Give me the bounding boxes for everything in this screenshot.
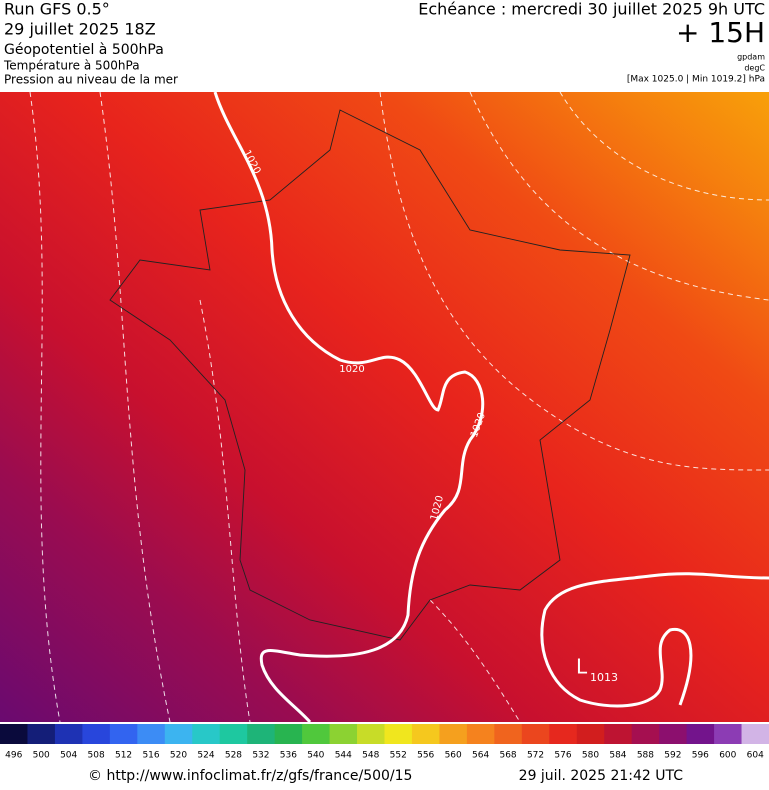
temperature-field <box>0 92 769 722</box>
colorbar-swatch <box>494 724 523 744</box>
layer-subtitle: Température à 500hPa <box>3 59 140 73</box>
colorbar-label: 580 <box>582 751 599 761</box>
colorbar-label: 512 <box>115 751 132 761</box>
colorbar-swatch <box>302 724 331 744</box>
colorbar-swatch <box>82 724 111 744</box>
colorbar-swatch <box>659 724 688 744</box>
low-symbol: L <box>576 655 588 679</box>
run-title: Run GFS 0.5° <box>4 0 110 19</box>
timestamp: 29 juil. 2025 21:42 UTC <box>519 768 684 784</box>
unit: gpdam <box>737 53 765 62</box>
unit: degC <box>744 64 765 73</box>
colorbar-label: 584 <box>609 751 626 761</box>
colorbar-swatch <box>164 724 193 744</box>
colorbar-swatch <box>714 724 743 744</box>
layer-title: Géopotentiel à 500hPa <box>4 42 164 58</box>
colorbar-swatch <box>357 724 385 744</box>
source-url: © http://www.infoclimat.fr/z/gfs/france/… <box>88 768 412 784</box>
layer-subtitle: Pression au niveau de la mer <box>4 73 178 87</box>
colorbar-label: 564 <box>472 751 489 761</box>
colorbar-swatch <box>192 724 221 744</box>
colorbar-label: 500 <box>33 751 50 761</box>
colorbar-label: 536 <box>280 751 297 761</box>
colorbar-label: 560 <box>445 751 462 761</box>
colorbar-label: 524 <box>197 751 214 761</box>
colorbar-swatch <box>631 724 660 744</box>
colorbar-label: 552 <box>390 751 407 761</box>
colorbar-swatch <box>521 724 550 744</box>
colorbar-swatch <box>576 724 605 744</box>
colorbar-swatch <box>137 724 166 744</box>
colorbar-swatch <box>439 724 468 744</box>
colorbar-swatch <box>686 724 715 744</box>
low-value: 1013 <box>590 671 618 684</box>
colorbar-swatch <box>384 724 413 744</box>
colorbar-swatch <box>604 724 633 744</box>
colorbar-swatch <box>741 724 769 744</box>
colorbar-swatch <box>109 724 138 744</box>
colorbar-label: 604 <box>747 751 764 761</box>
colorbar-label: 600 <box>719 751 736 761</box>
geopotential-lines <box>29 91 769 723</box>
colorbar-swatch <box>0 724 28 744</box>
colorbar-label: 508 <box>88 751 105 761</box>
colorbar-label: 568 <box>499 751 516 761</box>
colorbar-label: 544 <box>335 751 352 761</box>
colorbar-label: 592 <box>664 751 681 761</box>
colorbar-swatch <box>466 724 495 744</box>
colorbar-swatch <box>27 724 56 744</box>
colorbar-label: 532 <box>252 751 269 761</box>
colorbar-label: 520 <box>170 751 187 761</box>
colorbar-label: 540 <box>307 751 324 761</box>
pressure-range: [Max 1025.0 | Min 1019.2] hPa <box>627 75 765 85</box>
colorbar-swatch <box>549 724 578 744</box>
colorbar-swatch <box>219 724 248 744</box>
colorbar-label: 588 <box>637 751 654 761</box>
colorbar-swatch <box>54 724 83 744</box>
colorbar-label: 528 <box>225 751 242 761</box>
colorbar-label: 572 <box>527 751 544 761</box>
colorbar-label: 556 <box>417 751 434 761</box>
run-date: 29 juillet 2025 18Z <box>4 20 156 39</box>
isobars <box>213 91 769 723</box>
colorbar-label: 576 <box>554 751 571 761</box>
forecast-time: Echéance : mercredi 30 juillet 2025 9h U… <box>418 0 765 19</box>
colorbar-swatch <box>247 724 276 744</box>
colorbar-label: 596 <box>692 751 709 761</box>
colorbar-swatch <box>274 724 303 744</box>
colorbar-swatch <box>411 724 440 744</box>
colorbar-label: 548 <box>362 751 379 761</box>
forecast-offset: + 15H <box>676 16 765 49</box>
colorbar-label: 496 <box>5 751 22 761</box>
colorbar-label: 516 <box>142 751 159 761</box>
isobar-label: 1020 <box>339 364 364 375</box>
colorbar-swatch <box>329 724 358 744</box>
colorbar-label: 504 <box>60 751 77 761</box>
borders <box>109 109 631 641</box>
